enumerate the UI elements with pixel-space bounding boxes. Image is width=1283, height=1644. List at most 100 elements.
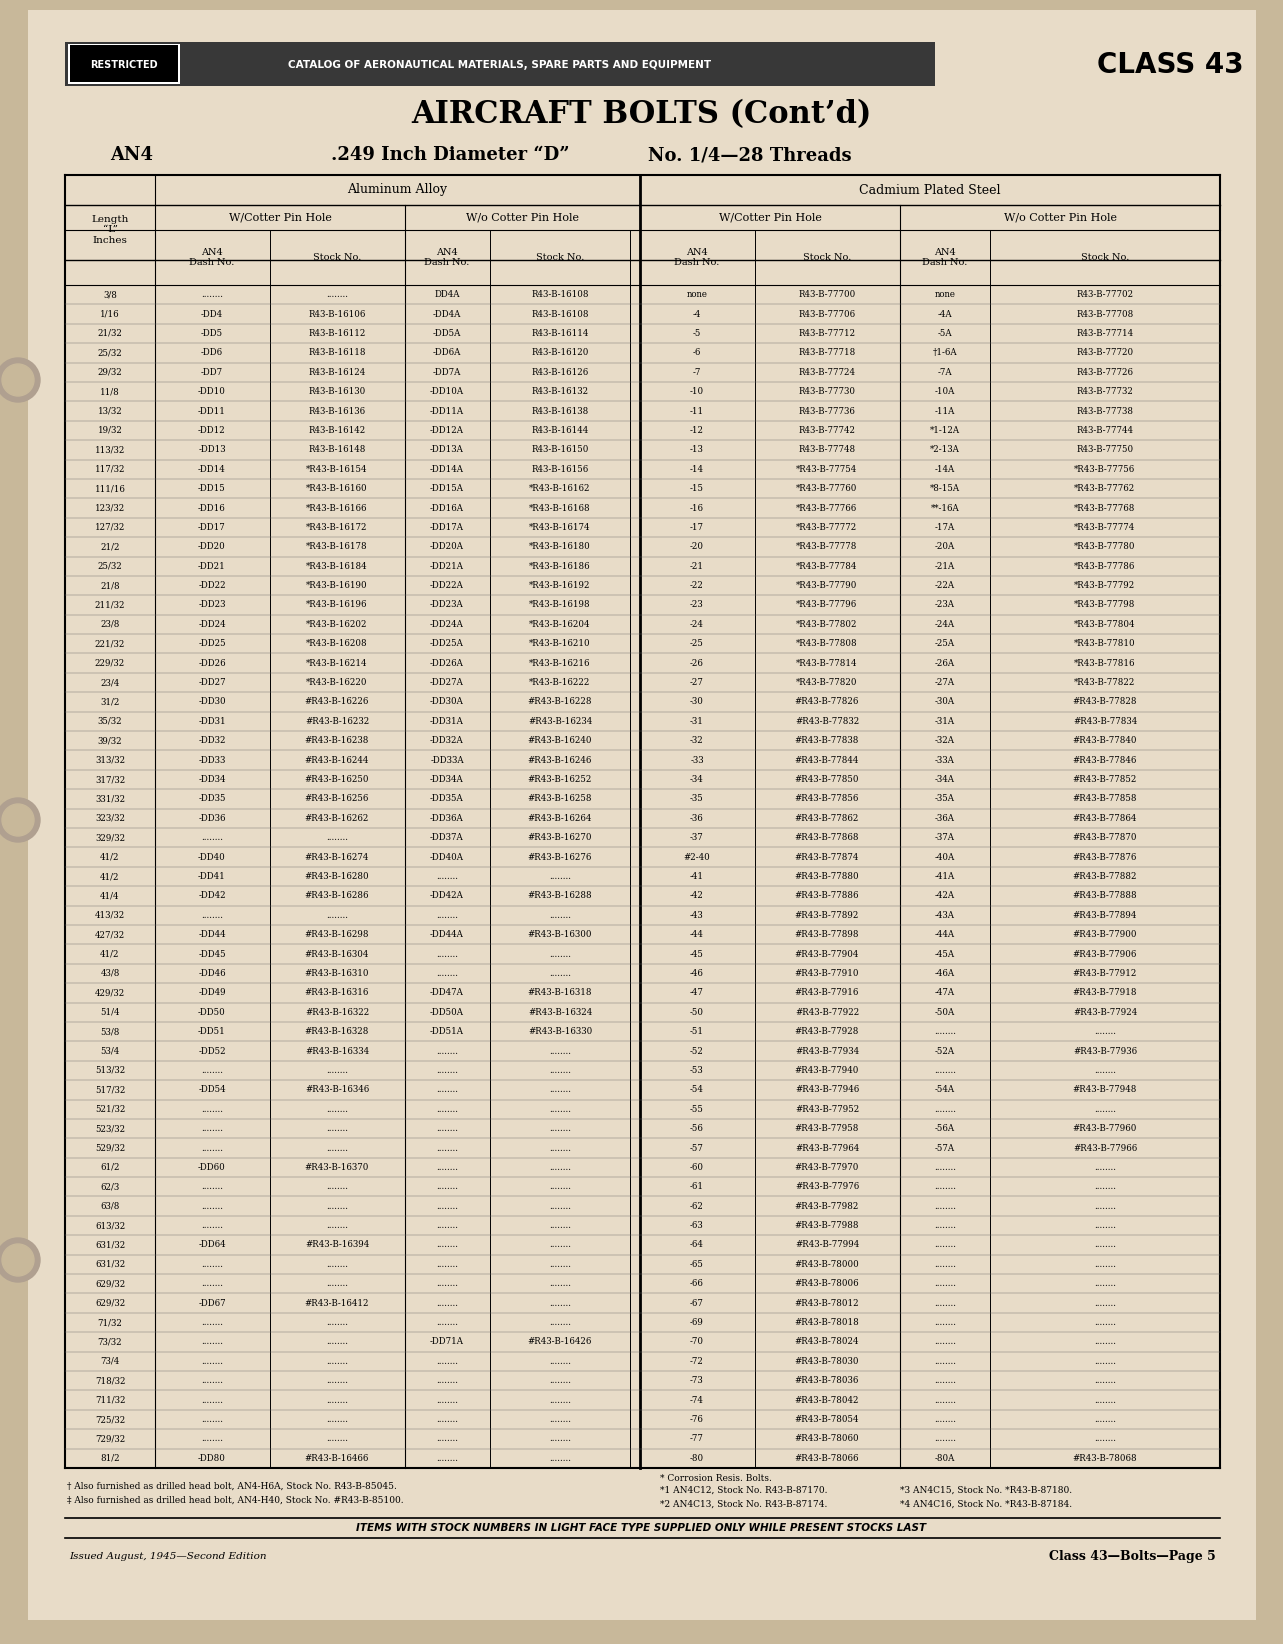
- Text: #R43-B-77876: #R43-B-77876: [1073, 853, 1137, 861]
- Text: ........: ........: [201, 291, 223, 299]
- Text: -DD51A: -DD51A: [430, 1028, 464, 1036]
- Text: -DD4: -DD4: [201, 309, 223, 319]
- Text: #R43-B-77850: #R43-B-77850: [794, 774, 860, 784]
- Text: -DD20: -DD20: [198, 543, 226, 551]
- Text: -DD50: -DD50: [198, 1008, 226, 1016]
- Text: W/Cotter Pin Hole: W/Cotter Pin Hole: [718, 212, 821, 222]
- Text: 127/32: 127/32: [95, 523, 126, 533]
- Text: ........: ........: [934, 1241, 956, 1249]
- Text: -69: -69: [690, 1318, 704, 1327]
- Text: #R43-B-77864: #R43-B-77864: [1073, 814, 1137, 822]
- Text: -23: -23: [690, 600, 704, 610]
- Text: *R43-B-16172: *R43-B-16172: [307, 523, 368, 533]
- Text: -DD24A: -DD24A: [430, 620, 464, 630]
- Text: -22A: -22A: [935, 580, 955, 590]
- Text: ........: ........: [1094, 1338, 1116, 1346]
- Text: Class 43—Bolts—Page 5: Class 43—Bolts—Page 5: [1049, 1550, 1216, 1562]
- Text: *R43-B-77778: *R43-B-77778: [797, 543, 858, 551]
- Text: -DD33A: -DD33A: [430, 756, 464, 764]
- Text: 53/4: 53/4: [100, 1047, 119, 1055]
- Text: #R43-B-16246: #R43-B-16246: [527, 756, 593, 764]
- Text: ........: ........: [201, 1202, 223, 1210]
- Text: 11/8: 11/8: [100, 388, 119, 396]
- Text: 41/2: 41/2: [100, 950, 119, 958]
- Text: R43-B-16138: R43-B-16138: [531, 406, 589, 416]
- Text: 111/16: 111/16: [95, 483, 126, 493]
- Text: ........: ........: [549, 1415, 571, 1424]
- Text: -DD36: -DD36: [199, 814, 226, 822]
- Text: -DD21: -DD21: [198, 562, 226, 570]
- Text: * Corrosion Resis. Bolts.: * Corrosion Resis. Bolts.: [659, 1473, 772, 1483]
- Text: ........: ........: [201, 1065, 223, 1075]
- Text: *2 AN4C13, Stock No. R43-B-87174.: *2 AN4C13, Stock No. R43-B-87174.: [659, 1499, 828, 1509]
- Text: R43-B-16148: R43-B-16148: [308, 446, 366, 454]
- Text: -42A: -42A: [935, 891, 955, 901]
- Text: #R43-B-16318: #R43-B-16318: [527, 988, 593, 998]
- Text: ........: ........: [436, 1453, 458, 1463]
- Text: 21/32: 21/32: [98, 329, 122, 339]
- Text: #R43-B-16316: #R43-B-16316: [305, 988, 370, 998]
- Text: ........: ........: [549, 1182, 571, 1192]
- Text: *R43-B-77772: *R43-B-77772: [797, 523, 857, 533]
- Text: ........: ........: [1094, 1202, 1116, 1210]
- Text: *R43-B-77762: *R43-B-77762: [1074, 483, 1135, 493]
- Text: -DD64: -DD64: [198, 1241, 226, 1249]
- Text: #R43-B-16322: #R43-B-16322: [305, 1008, 370, 1016]
- Text: ........: ........: [934, 1028, 956, 1036]
- Text: -73: -73: [690, 1376, 704, 1386]
- Text: -DD30: -DD30: [198, 697, 226, 707]
- Text: -23A: -23A: [935, 600, 955, 610]
- Text: -4A: -4A: [938, 309, 952, 319]
- Text: -37: -37: [690, 834, 704, 842]
- Text: ........: ........: [1094, 1356, 1116, 1366]
- Text: 117/32: 117/32: [95, 465, 126, 473]
- Text: -DD23A: -DD23A: [430, 600, 464, 610]
- Text: -DD40A: -DD40A: [430, 853, 464, 861]
- Text: -DD35A: -DD35A: [430, 794, 464, 804]
- Text: #R43-B-77910: #R43-B-77910: [794, 968, 860, 978]
- Text: 113/32: 113/32: [95, 446, 126, 454]
- Text: *R43-B-16162: *R43-B-16162: [530, 483, 590, 493]
- Text: #R43-B-77918: #R43-B-77918: [1073, 988, 1137, 998]
- Text: ........: ........: [934, 1065, 956, 1075]
- Text: -46: -46: [690, 968, 704, 978]
- Text: -32A: -32A: [935, 737, 955, 745]
- Text: ........: ........: [201, 1338, 223, 1346]
- Text: -DD31A: -DD31A: [430, 717, 464, 727]
- Text: 329/32: 329/32: [95, 834, 124, 842]
- Text: R43-B-77724: R43-B-77724: [798, 368, 856, 376]
- Text: -64: -64: [690, 1241, 704, 1249]
- Text: 313/32: 313/32: [95, 756, 124, 764]
- Text: R43-B-16136: R43-B-16136: [308, 406, 366, 416]
- Text: ........: ........: [1094, 1182, 1116, 1192]
- Text: R43-B-77706: R43-B-77706: [798, 309, 856, 319]
- Text: R43-B-16132: R43-B-16132: [531, 388, 589, 396]
- Text: -DD6A: -DD6A: [432, 349, 461, 357]
- Text: -35A: -35A: [935, 794, 955, 804]
- Text: R43-B-16120: R43-B-16120: [531, 349, 589, 357]
- Text: ........: ........: [436, 871, 458, 881]
- Text: ........: ........: [326, 834, 348, 842]
- Text: -54: -54: [690, 1085, 704, 1095]
- Text: #R43-B-78066: #R43-B-78066: [794, 1453, 860, 1463]
- Text: ........: ........: [201, 1105, 223, 1113]
- Text: *8-15A: *8-15A: [930, 483, 960, 493]
- Text: -57: -57: [690, 1144, 704, 1152]
- Text: 429/32: 429/32: [95, 988, 126, 998]
- Text: ........: ........: [549, 1221, 571, 1230]
- Text: -DD13A: -DD13A: [430, 446, 464, 454]
- Text: -DD54: -DD54: [198, 1085, 226, 1095]
- Text: ........: ........: [934, 1376, 956, 1386]
- Text: -DD32A: -DD32A: [430, 737, 464, 745]
- Text: -DD6: -DD6: [201, 349, 223, 357]
- Text: 211/32: 211/32: [95, 600, 126, 610]
- Text: ........: ........: [436, 968, 458, 978]
- Text: #R43-B-77948: #R43-B-77948: [1073, 1085, 1137, 1095]
- Text: -33: -33: [690, 756, 704, 764]
- Text: ........: ........: [549, 1279, 571, 1289]
- Text: #R43-B-16298: #R43-B-16298: [305, 931, 370, 939]
- Text: #R43-B-16250: #R43-B-16250: [305, 774, 370, 784]
- Text: ........: ........: [326, 1182, 348, 1192]
- Text: 41/2: 41/2: [100, 871, 119, 881]
- Text: ........: ........: [436, 1396, 458, 1404]
